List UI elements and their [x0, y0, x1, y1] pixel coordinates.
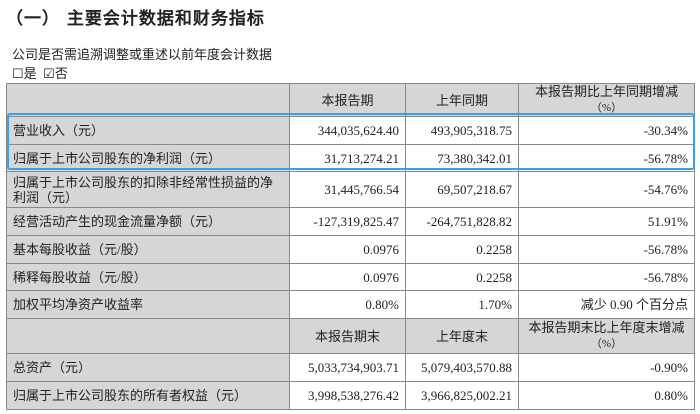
header-row-2: 本报告期末 上年度末 本报告期末比上年度末增减 （%）	[6, 318, 695, 354]
value-cell: 31,713,274.21	[289, 144, 406, 172]
header-change-end: 本报告期末比上年度末增减 （%）	[518, 318, 695, 354]
table-row: 归属于上市公司股东的扣除非经常性损益的净利润（元） 31,445,766.54 69…	[6, 171, 695, 208]
value-cell: -30.34%	[518, 116, 695, 145]
value-cell: 493,905,318.75	[405, 116, 519, 145]
value-cell: 3,998,538,276.42	[289, 381, 406, 410]
table-row: 总资产（元） 5,033,734,903.71 5,079,403,570.88 -0…	[6, 353, 695, 382]
row-label: 经营活动产生的现金流量净额（元）	[6, 207, 290, 236]
header-blank	[6, 83, 290, 117]
value-cell: 0.0976	[289, 235, 406, 264]
value-cell: 3,966,825,002.21	[405, 381, 519, 410]
financial-indicators-table: 本报告期 上年同期 本报告期比上年同期增减 （%） 营业收入（元） 344,035,…	[6, 83, 695, 410]
option-no-label: 否	[54, 66, 68, 81]
row-label: 基本每股收益（元/股）	[6, 235, 290, 264]
value-cell: 5,079,403,570.88	[405, 353, 519, 382]
value-cell: -127,319,825.47	[289, 207, 406, 236]
header-row: 本报告期 上年同期 本报告期比上年同期增减 （%）	[6, 83, 695, 117]
value-cell: -56.78%	[518, 144, 695, 172]
value-cell: 344,035,624.40	[289, 116, 406, 145]
header-prior-year-end: 上年度末	[405, 318, 519, 354]
value-cell: 1.70%	[405, 290, 519, 319]
value-cell: -54.76%	[518, 171, 695, 208]
table-row: 归属于上市公司股东的净利润（元） 31,713,274.21 73,380,342.…	[6, 144, 695, 172]
row-label: 稀释每股收益（元/股）	[6, 263, 290, 291]
table-row: 归属于上市公司股东的所有者权益（元） 3,998,538,276.42 3,966,…	[6, 381, 695, 410]
value-cell: -0.90%	[518, 353, 695, 382]
value-cell: 69,507,218.67	[405, 171, 519, 208]
value-cell: 0.80%	[518, 381, 695, 410]
header-prior-period: 上年同期	[405, 83, 519, 117]
value-cell: 0.2258	[405, 235, 519, 264]
restatement-options: ☐是 ☑否	[12, 63, 68, 82]
row-label: 归属于上市公司股东的所有者权益（元）	[6, 381, 290, 410]
value-cell: 减少 0.90 个百分点	[518, 290, 695, 319]
header-current-period: 本报告期	[289, 83, 406, 117]
value-cell: -56.78%	[518, 263, 695, 291]
value-cell: 73,380,342.01	[405, 144, 519, 172]
option-yes-label: 是	[23, 66, 37, 81]
value-cell: -264,751,828.82	[405, 207, 519, 236]
row-label: 总资产（元）	[6, 353, 290, 382]
row-label: 营业收入（元）	[6, 116, 290, 145]
header-blank	[6, 318, 290, 354]
value-cell: 5,033,734,903.71	[289, 353, 406, 382]
value-cell: 0.80%	[289, 290, 406, 319]
section-title: （一） 主要会计数据和财务指标	[6, 9, 265, 29]
table-row: 营业收入（元） 344,035,624.40 493,905,318.75 -30.3…	[6, 116, 695, 145]
table-row: 经营活动产生的现金流量净额（元） -127,319,825.47 -264,751,…	[6, 207, 695, 236]
table-row: 加权平均净资产收益率 0.80% 1.70% 减少 0.90 个百分点	[6, 290, 695, 319]
row-label: 加权平均净资产收益率	[6, 290, 290, 319]
header-change: 本报告期比上年同期增减 （%）	[518, 83, 695, 117]
checkbox-no[interactable]: ☑	[43, 66, 55, 81]
checkbox-yes[interactable]: ☐	[12, 66, 24, 81]
row-label: 归属于上市公司股东的净利润（元）	[6, 144, 290, 172]
restatement-question: 公司是否需追溯调整或重述以前年度会计数据	[12, 47, 273, 62]
value-cell: 31,445,766.54	[289, 171, 406, 208]
value-cell: -56.78%	[518, 235, 695, 264]
row-label: 归属于上市公司股东的扣除非经常性损益的净利润（元）	[6, 171, 290, 208]
header-period-end: 本报告期末	[289, 318, 406, 354]
table-row: 基本每股收益（元/股） 0.0976 0.2258 -56.78%	[6, 235, 695, 264]
value-cell: 51.91%	[518, 207, 695, 236]
value-cell: 0.0976	[289, 263, 406, 291]
value-cell: 0.2258	[405, 263, 519, 291]
table-row: 稀释每股收益（元/股） 0.0976 0.2258 -56.78%	[6, 263, 695, 291]
